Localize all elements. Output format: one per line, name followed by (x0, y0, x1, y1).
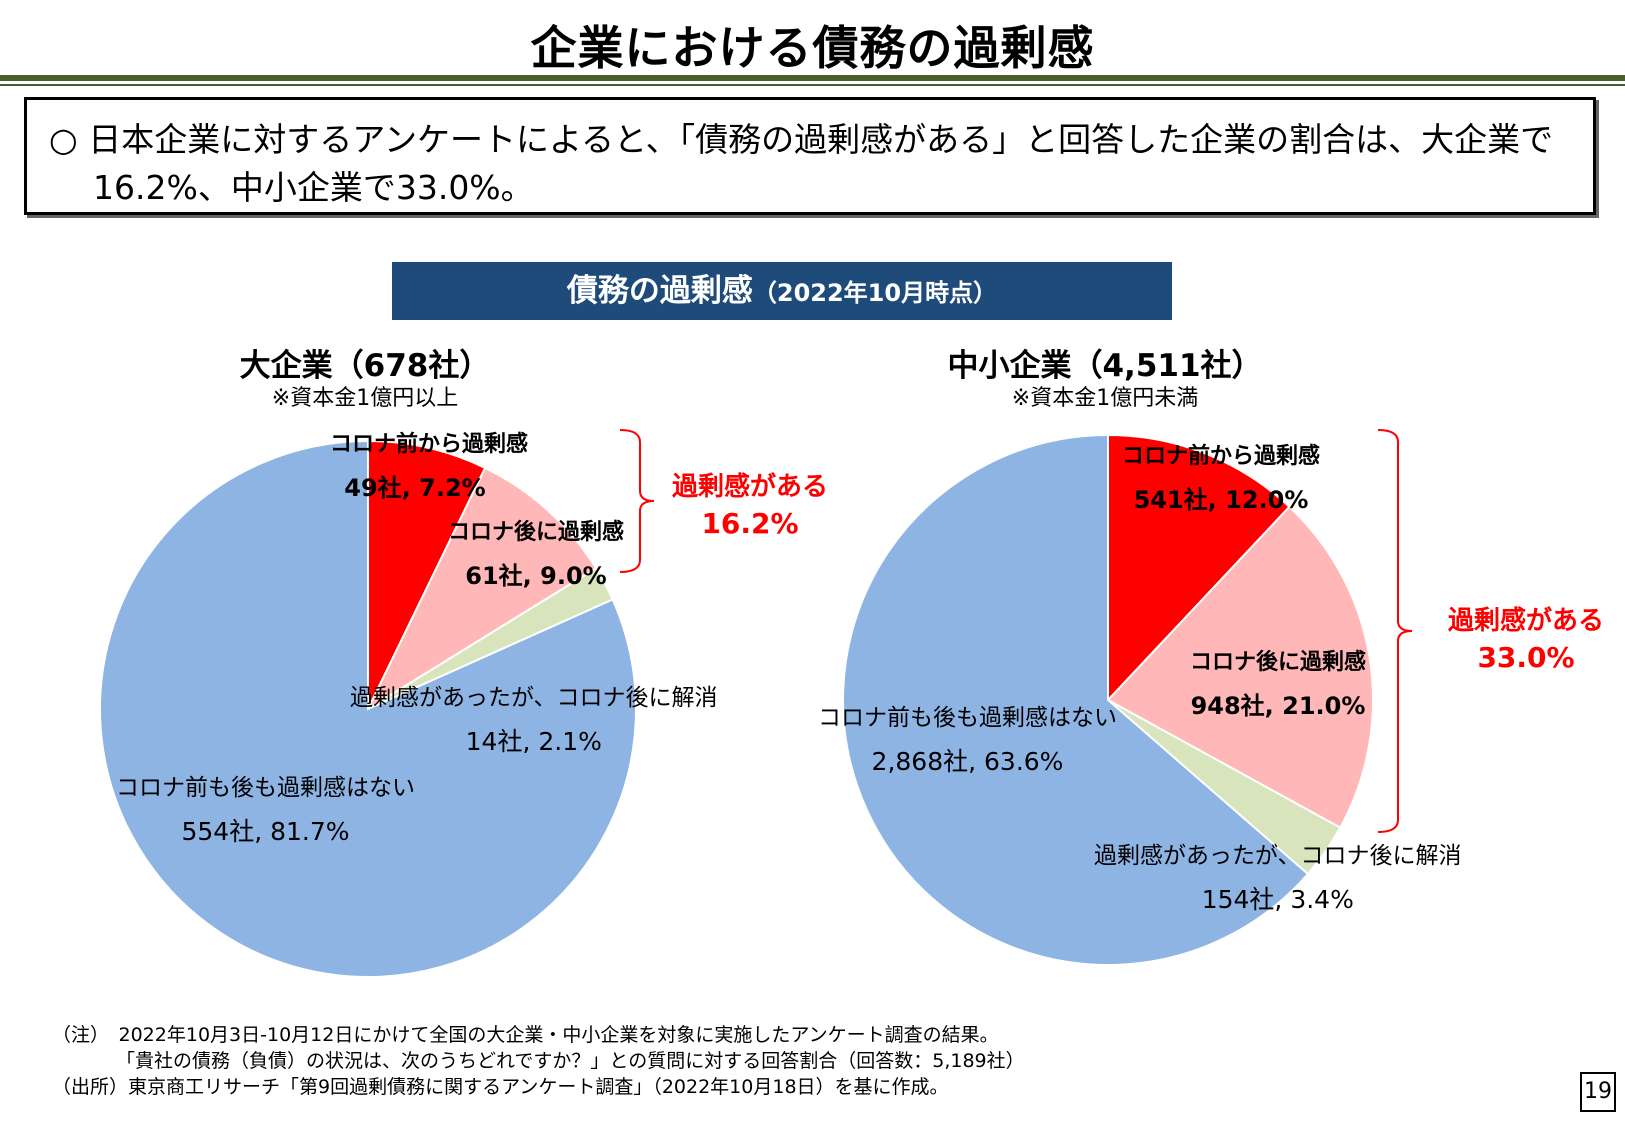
summary-box: ○ 日本企業に対するアンケートによると、「債務の過剰感がある」と回答した企業の割… (24, 97, 1596, 215)
chart-banner-title: 債務の過剰感 (566, 273, 753, 309)
footnote-1: （注） 2022年10月3日-10月12日にかけて全国の大企業・中小企業を対象に… (52, 1024, 999, 1046)
pie-sme-slice-pre-covid (1107, 433, 1291, 703)
pie-large-slice-post-covid (365, 466, 598, 712)
summary-line-1: ○ 日本企業に対するアンケートによると、「債務の過剰感がある」と回答した企業の割… (49, 116, 1573, 164)
pie-large-label-pre-covid: コロナ前から過剰感 49社, 7.2% (330, 432, 529, 502)
pie-sme-bracket (1377, 429, 1413, 833)
pie-sme-label-resolved: 過剰感があったが、コロナ後に解消 154社, 3.4% (1094, 843, 1462, 914)
pie-sme-label-none: コロナ前も後も過剰感はない 2,868社, 63.6% (818, 705, 1117, 776)
chart-banner: 債務の過剰感（2022年10月時点） (392, 262, 1172, 320)
footnote-source: （出所）東京商工リサーチ「第9回過剰債務に関するアンケート調査」（2022年10… (52, 1076, 949, 1098)
footnote-2: 「貴社の債務（負債）の状況は、次のうちどれですか？」との質問に対する回答割合（回… (116, 1050, 1025, 1072)
chart-banner-date: （2022年10月時点） (752, 279, 998, 307)
bullet-icon: ○ (49, 120, 78, 159)
pie-subtitle-sme: ※資本金1億円未満 (1011, 386, 1199, 411)
page-number: 19 (1580, 1072, 1616, 1112)
pie-large-bracket (619, 429, 655, 573)
pie-title-large: 大企業（678社） (239, 348, 491, 384)
pie-title-sme: 中小企業（4,511社） (947, 348, 1263, 384)
footnotes: （注） 2022年10月3日-10月12日にかけて全国の大企業・中小企業を対象に… (52, 1022, 1025, 1100)
title-rule-thin (0, 84, 1625, 86)
summary-text-2: 16.2%、中小企業で33.0%。 (93, 168, 534, 207)
pie-large-label-post-covid: コロナ後に過剰感 61社, 9.0% (448, 520, 625, 590)
pie-large-slice-none (99, 439, 637, 978)
pie-sme-slice-post-covid (1106, 505, 1374, 830)
pie-large-label-none: コロナ前も後も過剰感はない 554社, 81.7% (116, 775, 415, 846)
pie-sme-excess-total: 過剰感がある 33.0% (1448, 606, 1605, 674)
pie-large-slice-pre-covid (367, 439, 487, 710)
pie-sme-slice-none (842, 433, 1310, 966)
pie-subtitle-large: ※資本金1億円以上 (271, 386, 459, 411)
pie-sme-label-pre-covid: コロナ前から過剰感 541社, 12.0% (1122, 444, 1321, 514)
pie-sme-label-post-covid: コロナ後に過剰感 948社, 21.0% (1190, 650, 1367, 720)
page-title: 企業における債務の過剰感 (530, 21, 1095, 75)
pie-large-excess-total: 過剰感がある 16.2% (672, 472, 829, 540)
summary-text-1: 日本企業に対するアンケートによると、「債務の過剰感がある」と回答した企業の割合は… (88, 120, 1554, 159)
title-rule (0, 75, 1625, 81)
pie-large-label-resolved: 過剰感があったが、コロナ後に解消 14社, 2.1% (350, 685, 718, 756)
